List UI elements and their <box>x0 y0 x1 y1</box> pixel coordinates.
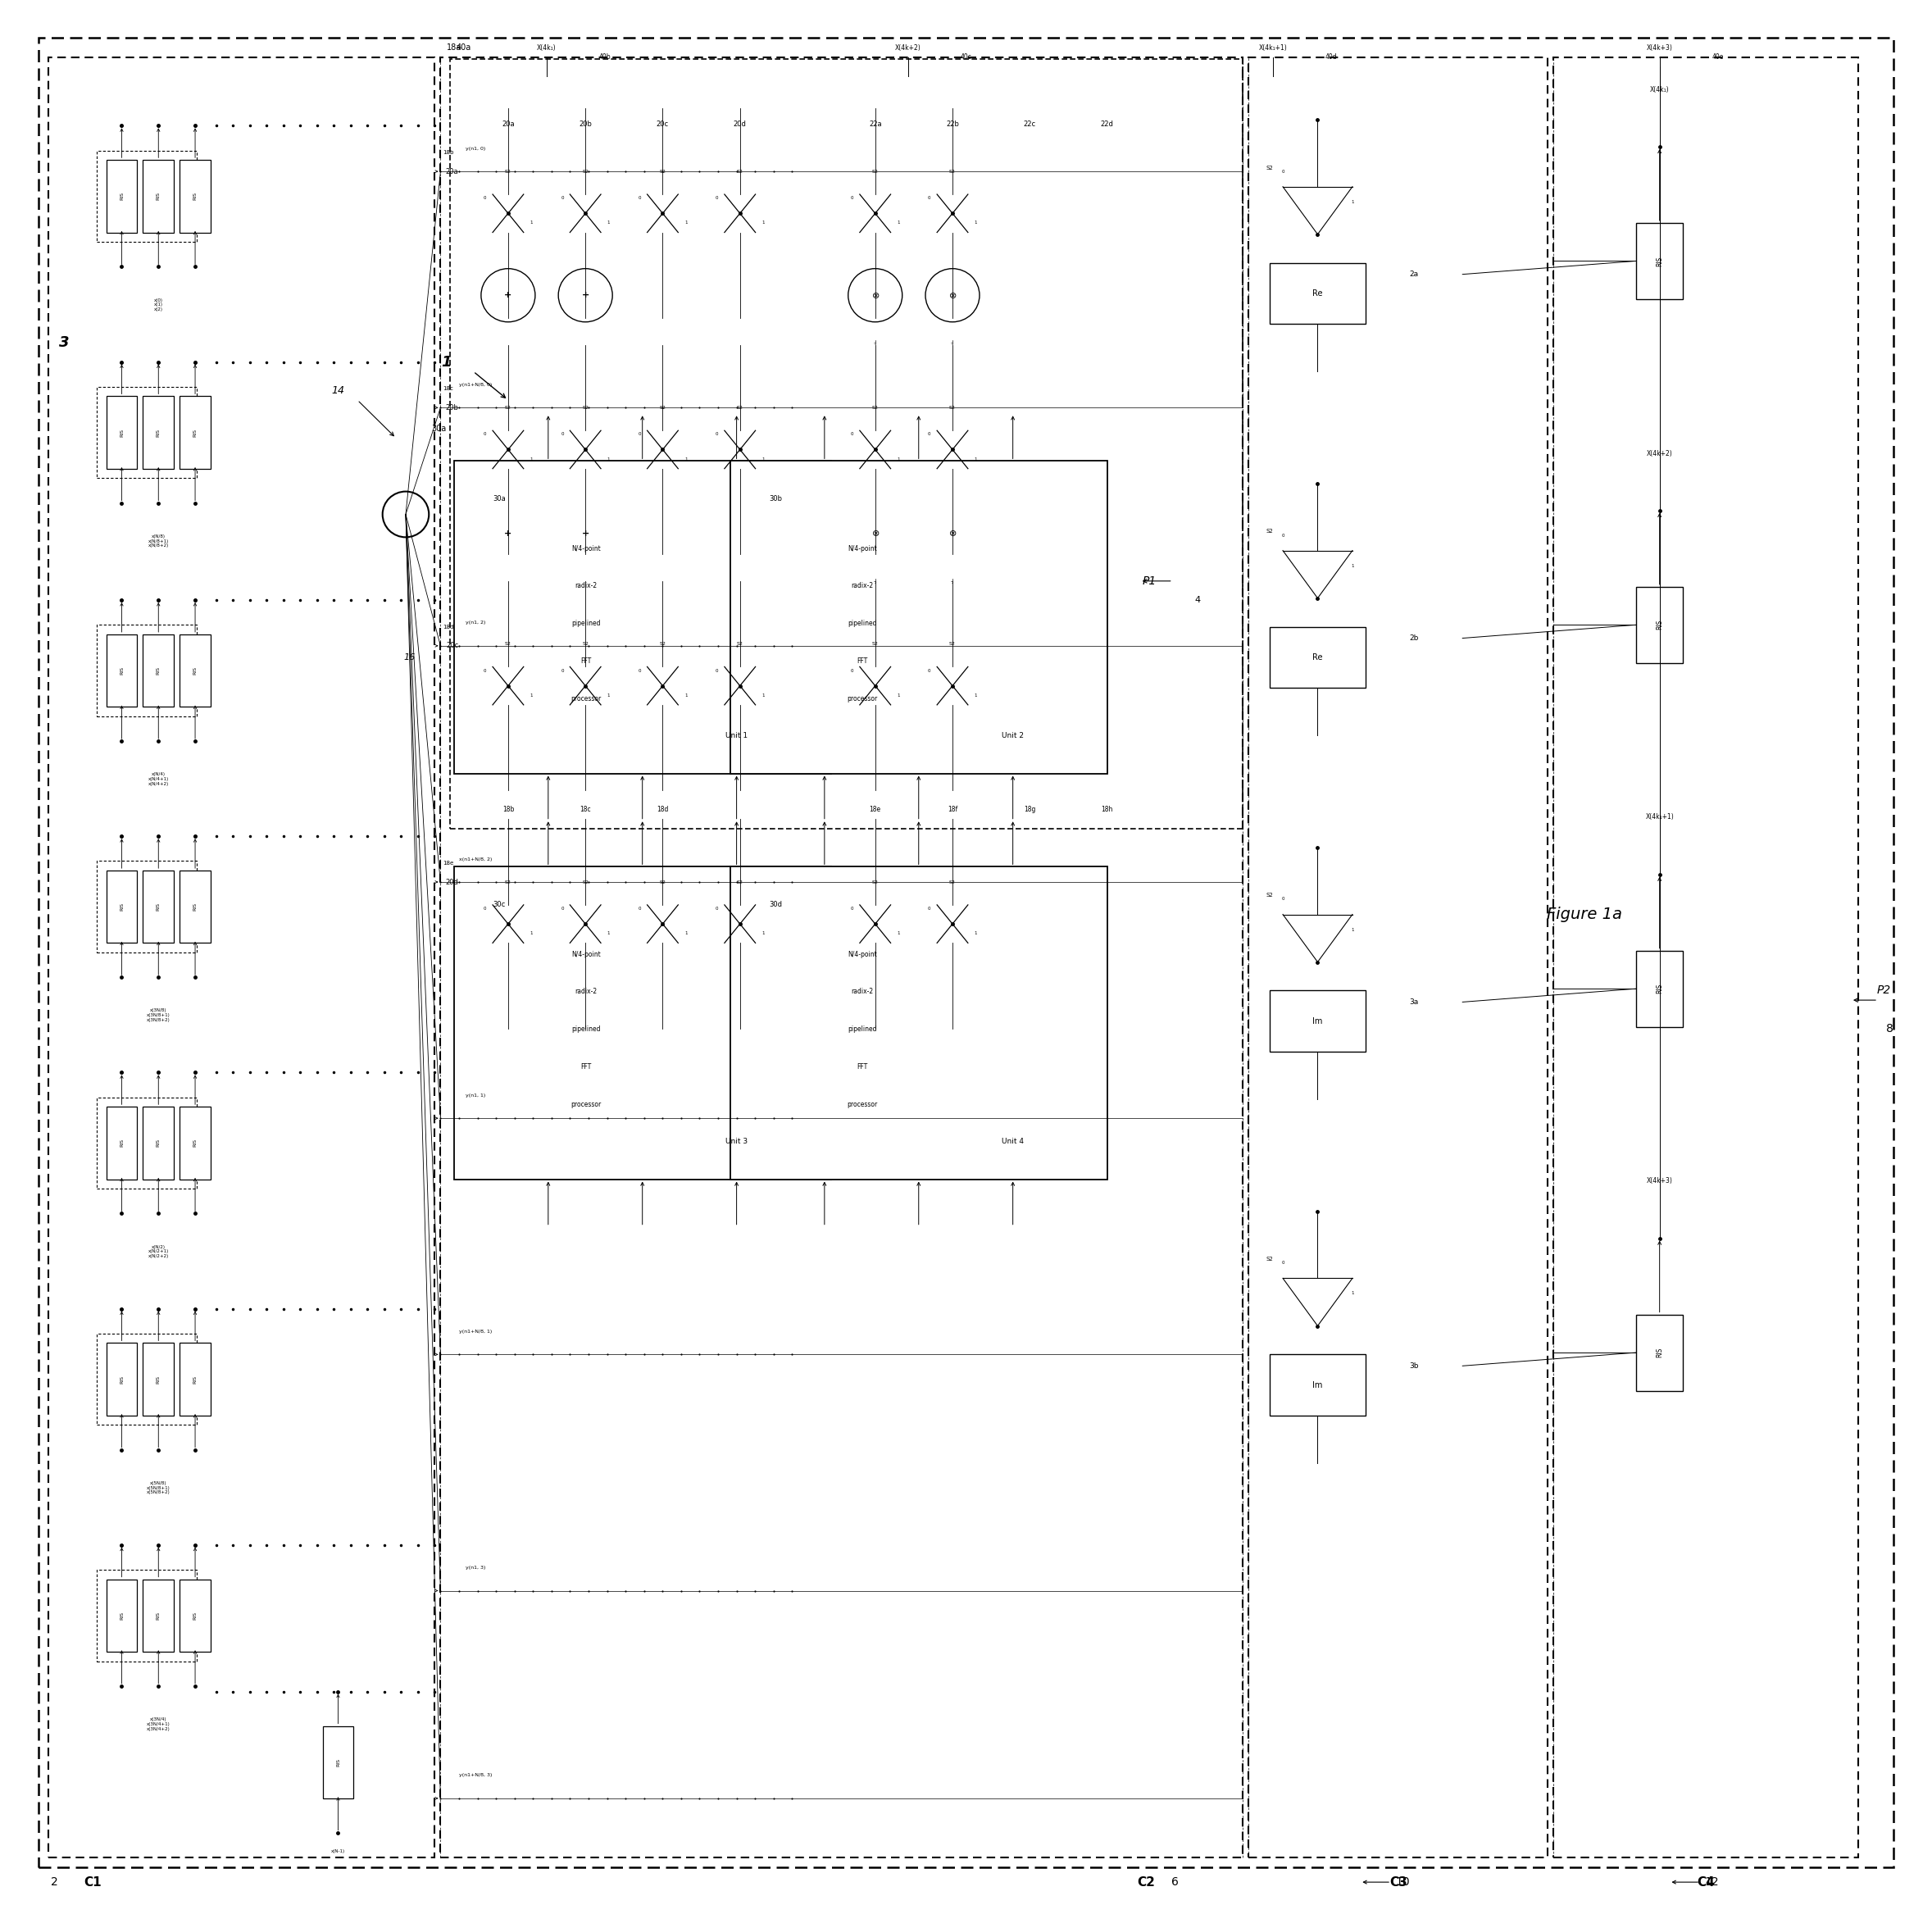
Bar <box>1636 587 1683 663</box>
Text: S2: S2 <box>659 170 667 173</box>
Text: Unit 4: Unit 4 <box>1003 1137 1024 1145</box>
Text: 0: 0 <box>560 907 564 911</box>
Text: S2: S2 <box>949 880 956 884</box>
Text: RIS: RIS <box>1656 619 1663 631</box>
Text: RIS: RIS <box>120 903 124 911</box>
Text: y(n1+N/8, 0): y(n1+N/8, 0) <box>458 383 493 387</box>
Text: 20a: 20a <box>446 168 458 175</box>
Text: S2: S2 <box>504 170 512 173</box>
Text: x(N-1): x(N-1) <box>330 1850 346 1854</box>
Text: RIS: RIS <box>120 429 124 436</box>
Bar <box>97 387 197 478</box>
Text: 1: 1 <box>684 932 688 935</box>
Bar <box>730 867 1107 1179</box>
Bar <box>97 625 197 716</box>
Text: 0: 0 <box>927 432 931 436</box>
Text: 1: 1 <box>529 932 533 935</box>
Text: RIS: RIS <box>1656 1347 1663 1358</box>
Text: 4: 4 <box>1194 596 1202 604</box>
Text: 1: 1 <box>761 221 765 225</box>
Text: 1: 1 <box>974 693 978 697</box>
Bar <box>180 160 211 232</box>
Bar <box>106 1343 137 1415</box>
Bar <box>97 150 197 242</box>
Text: radix-2: radix-2 <box>574 583 597 591</box>
Text: RIS: RIS <box>156 903 160 911</box>
Text: x(n1+N/8, 2): x(n1+N/8, 2) <box>458 857 493 861</box>
Text: N/4-point: N/4-point <box>848 951 877 958</box>
Text: 40b: 40b <box>599 53 611 61</box>
Text: 1: 1 <box>607 221 611 225</box>
Text: processor: processor <box>846 1101 877 1109</box>
Text: pipelined: pipelined <box>848 619 877 627</box>
Text: S2: S2 <box>582 406 589 410</box>
Text: S2: S2 <box>659 880 667 884</box>
Text: 0: 0 <box>638 669 641 672</box>
Bar <box>143 871 174 943</box>
Bar <box>1269 263 1366 324</box>
Text: S2: S2 <box>659 642 667 646</box>
Text: S2: S2 <box>871 170 879 173</box>
Text: S2: S2 <box>504 642 512 646</box>
Text: 18d: 18d <box>442 625 454 629</box>
Text: x(0)
x(1)
x(2): x(0) x(1) x(2) <box>155 297 162 312</box>
Text: 0: 0 <box>560 669 564 672</box>
Text: $\otimes$: $\otimes$ <box>949 291 956 299</box>
Text: 1: 1 <box>529 457 533 461</box>
Text: X(4k₁+1): X(4k₁+1) <box>1646 813 1673 821</box>
Text: 40e: 40e <box>1712 53 1723 61</box>
Text: 1: 1 <box>761 693 765 697</box>
Text: 0: 0 <box>560 432 564 436</box>
Circle shape <box>848 507 902 560</box>
Text: 1: 1 <box>974 932 978 935</box>
Bar <box>1636 951 1683 1027</box>
Text: Im: Im <box>1312 1381 1323 1389</box>
Text: RIS: RIS <box>120 1375 124 1383</box>
Bar <box>106 634 137 707</box>
Bar <box>143 1579 174 1652</box>
Text: +: + <box>582 291 589 299</box>
Bar <box>454 461 831 773</box>
Text: 18c: 18c <box>580 806 591 813</box>
Text: 0: 0 <box>638 907 641 911</box>
Text: RIS: RIS <box>156 1612 160 1619</box>
Text: 0: 0 <box>1281 533 1285 537</box>
Text: X(4k+2): X(4k+2) <box>1646 450 1673 457</box>
Bar <box>1269 627 1366 688</box>
Text: +: + <box>582 530 589 537</box>
Bar <box>180 1579 211 1652</box>
Bar <box>440 57 1242 1857</box>
Text: C3: C3 <box>1389 1876 1408 1888</box>
Text: 1: 1 <box>684 457 688 461</box>
Bar <box>143 396 174 469</box>
Text: processor: processor <box>846 695 877 703</box>
Text: 20d: 20d <box>734 120 746 128</box>
Bar <box>106 1107 137 1179</box>
Bar <box>454 867 831 1179</box>
Text: Re: Re <box>1312 653 1323 661</box>
Text: Im: Im <box>1312 1017 1323 1025</box>
Text: 1: 1 <box>684 693 688 697</box>
Text: RIS: RIS <box>193 1612 197 1619</box>
Text: S2: S2 <box>504 880 512 884</box>
Text: 0: 0 <box>1281 1261 1285 1265</box>
Text: S2: S2 <box>736 406 744 410</box>
Text: RIS: RIS <box>193 903 197 911</box>
Text: 1: 1 <box>1350 564 1354 568</box>
Text: 18b: 18b <box>502 806 514 813</box>
Text: x(N/2)
x(N/2+1)
x(N/2+2): x(N/2) x(N/2+1) x(N/2+2) <box>149 1244 168 1259</box>
Text: y(n1, 3): y(n1, 3) <box>466 1566 485 1570</box>
Text: S2: S2 <box>736 880 744 884</box>
Bar <box>1636 223 1683 299</box>
Bar <box>1269 991 1366 1052</box>
Text: S2: S2 <box>659 406 667 410</box>
Text: y(n1, 2): y(n1, 2) <box>466 621 485 625</box>
Text: x(3N/4)
x(3N/4+1)
x(3N/4+2): x(3N/4) x(3N/4+1) x(3N/4+2) <box>147 1716 170 1732</box>
Text: 18a: 18a <box>446 44 462 51</box>
Bar <box>180 1343 211 1415</box>
Text: 0: 0 <box>850 669 854 672</box>
Bar <box>180 1107 211 1179</box>
Text: RIS: RIS <box>120 1139 124 1147</box>
Text: S2: S2 <box>1265 530 1273 533</box>
Text: 0: 0 <box>927 669 931 672</box>
